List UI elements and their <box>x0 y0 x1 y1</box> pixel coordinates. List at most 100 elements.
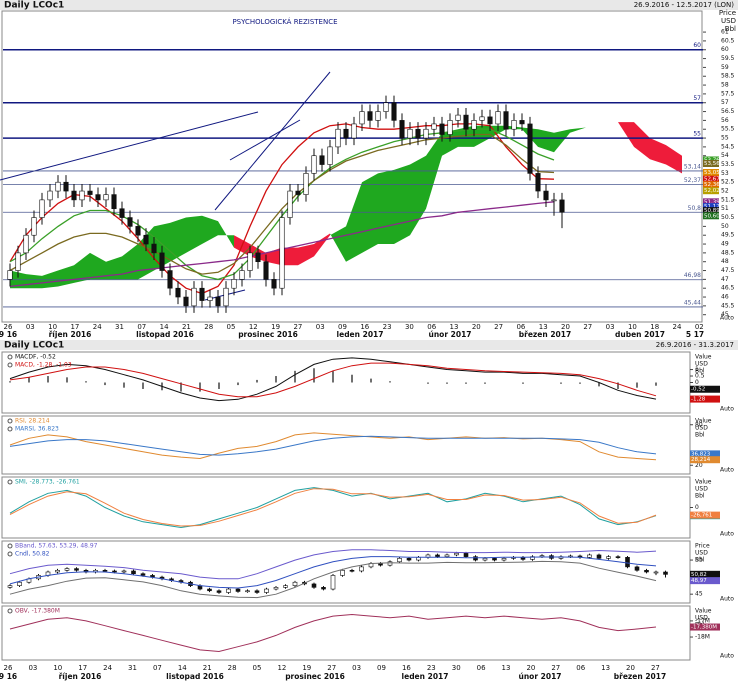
candle-body <box>254 590 260 593</box>
legend-entry: MACD, -1.28, -1.03 <box>15 362 72 369</box>
cloud-segment <box>202 215 218 245</box>
legend-entry: OBV, -17.380M <box>15 608 60 615</box>
candle-body <box>279 217 285 289</box>
candle-body <box>482 558 488 561</box>
axis-unit: USD <box>695 615 708 622</box>
candle-body <box>283 585 288 588</box>
y-tick-label: 20 <box>695 462 703 469</box>
candle-body <box>596 554 602 559</box>
indicator-line <box>9 488 657 527</box>
candle-body <box>559 199 565 213</box>
x-tick-label: 23 <box>383 323 392 331</box>
x-tick-label: 13 <box>502 664 511 672</box>
axis-unit: Bbl <box>695 432 705 439</box>
value-tag <box>690 511 720 519</box>
candle-body <box>527 123 533 174</box>
legend-entry: RSI, 28.214 <box>15 418 50 425</box>
y-tick-label: 61 <box>721 29 729 36</box>
x-tick-label: 06 <box>477 664 486 672</box>
x-tick-label: 13 <box>450 323 459 331</box>
candle-body <box>127 217 133 227</box>
candle-body <box>271 279 277 289</box>
x-tick-label: 20 <box>626 664 635 672</box>
x-tick-label: 07 <box>153 664 162 672</box>
cloud-segment <box>282 247 298 266</box>
axis-unit: Bbl <box>695 557 705 564</box>
candle-body <box>321 587 326 590</box>
x-tick-label: 13 <box>601 664 610 672</box>
candle-body <box>121 570 127 573</box>
x-tick-label: 30 <box>452 664 461 672</box>
indicator-line <box>9 487 657 529</box>
x-tick-label: 30 <box>405 323 414 331</box>
candle-body <box>415 128 421 139</box>
legend-icon <box>7 543 13 549</box>
legend-entry: MARSI, 36.823 <box>15 426 59 433</box>
candle-body <box>387 561 393 566</box>
candle-body <box>47 190 53 201</box>
x-tick-label: 28 <box>228 664 237 672</box>
x-tick-label: 03 <box>28 664 37 672</box>
candle-body <box>615 556 621 558</box>
x-tick-label: 02 <box>695 323 704 331</box>
y-tick-label: 46.5 <box>721 285 735 292</box>
x-tick-label: 06 <box>427 323 436 331</box>
cloud-segment <box>26 274 42 289</box>
x-tick-label: 16 <box>360 323 369 331</box>
candle-body <box>367 111 373 121</box>
candle-body <box>634 566 640 571</box>
candle-body <box>463 114 469 130</box>
candle-body <box>247 252 253 271</box>
candle-body <box>71 190 77 201</box>
candle-body <box>423 128 429 139</box>
price-tag-label: 52,02 <box>704 188 720 194</box>
candle-body <box>335 128 341 148</box>
cloud-segment <box>170 217 186 262</box>
legend-icon <box>7 418 13 424</box>
candle-body <box>587 554 592 558</box>
x-tick-label: 19 <box>302 664 311 672</box>
y-tick-label: 51 <box>721 205 729 212</box>
candle-body <box>143 234 149 245</box>
candle-body <box>463 552 469 557</box>
axis-unit: Value <box>695 479 712 486</box>
candle-body <box>103 194 109 201</box>
candle-body <box>431 123 437 130</box>
y-tick-label: 51.5 <box>721 196 735 203</box>
x-tick-label: 19 <box>271 323 280 331</box>
value-tag <box>690 456 720 464</box>
month-label: prosinec 2016 <box>238 330 298 339</box>
cloud-segment <box>474 125 490 147</box>
x-tick-label: 18 <box>650 323 659 331</box>
price-tag <box>703 187 719 195</box>
y-tick-label: 45 <box>695 591 703 598</box>
candle-body <box>359 111 365 125</box>
x-tick-label: 17 <box>78 664 87 672</box>
y-tick-label: 52 <box>721 188 729 195</box>
month-label: březen 2017 <box>519 330 571 339</box>
y-tick-label: 54.5 <box>721 143 735 150</box>
cloud-segment <box>554 129 570 153</box>
cloud-segment <box>330 226 346 262</box>
candle-body <box>535 173 541 192</box>
candle-body <box>397 558 402 563</box>
candle-body <box>551 199 557 202</box>
candle-body <box>273 587 279 590</box>
candle-body <box>383 102 389 112</box>
legend-icon <box>7 608 13 614</box>
candle-body <box>135 226 141 236</box>
candle-body <box>319 155 325 165</box>
price-tag <box>703 203 719 211</box>
legend-icon <box>7 354 13 360</box>
candle-body <box>349 569 355 572</box>
candle-body <box>215 296 221 307</box>
value-tag-label: -17,380M <box>691 625 717 631</box>
candle-body <box>87 190 93 195</box>
axis-unit: Value <box>695 354 712 361</box>
price-tag <box>703 181 719 189</box>
candle-body <box>503 111 509 130</box>
cloud-segment <box>394 164 410 245</box>
level-label: 46,98 <box>684 272 701 279</box>
cloud-segment <box>410 155 426 236</box>
price-tag <box>703 159 719 167</box>
